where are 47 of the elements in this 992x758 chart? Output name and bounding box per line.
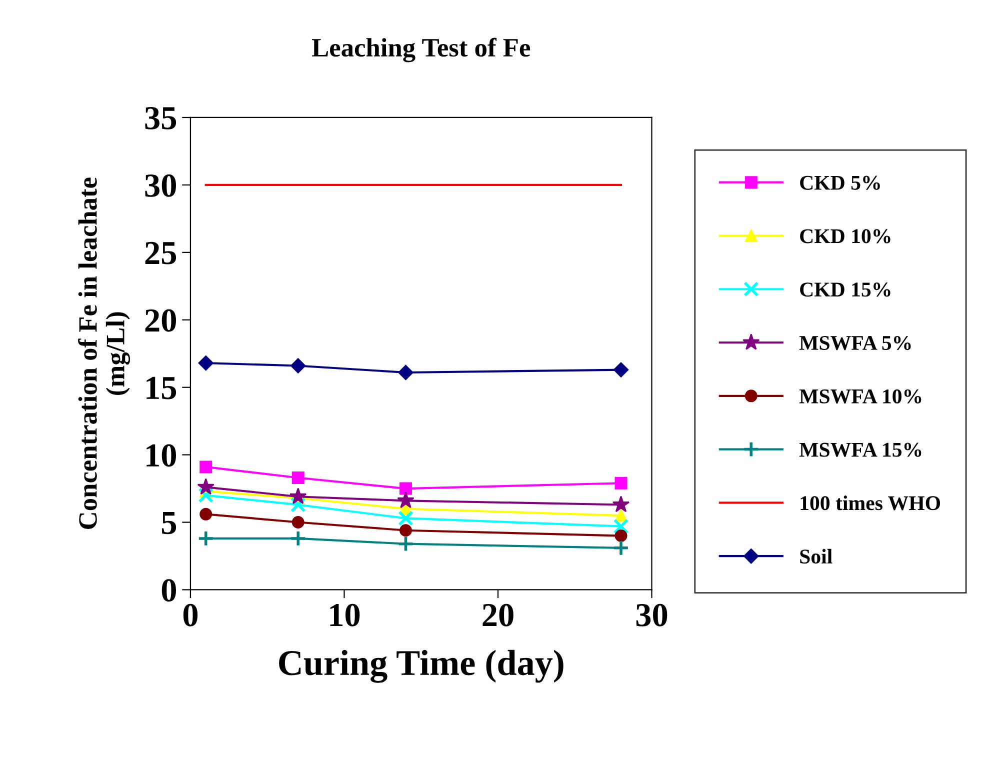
point (197, 478, 214, 495)
point (200, 460, 212, 474)
point (398, 510, 414, 526)
y-tick-label: 20 (145, 309, 176, 332)
x-tick-label: 10 (330, 604, 360, 626)
legend-label: Soil (800, 548, 832, 564)
point (613, 518, 629, 534)
point (398, 364, 414, 380)
point (290, 497, 306, 512)
y-tick-label: 10 (146, 444, 176, 467)
legend-label: CKD 5% (800, 176, 880, 190)
y-axis-title: Concentration of Fe in leachate (mg/Ll) (78, 178, 130, 529)
point (290, 530, 306, 547)
x-tick-label: 20 (482, 604, 514, 626)
legend-label: 100 times WHO (800, 496, 940, 510)
point (397, 536, 414, 552)
point (198, 530, 214, 547)
x-axis-title: Curing Time (day) (279, 650, 564, 683)
point (614, 476, 628, 490)
point (399, 524, 412, 537)
y-tick-label: 5 (162, 512, 176, 534)
point (200, 508, 212, 520)
point (614, 530, 628, 542)
point (613, 362, 629, 378)
point (292, 516, 304, 529)
y-tick-label: 30 (145, 174, 176, 197)
point (198, 488, 214, 503)
point (612, 496, 630, 512)
point (399, 482, 412, 495)
point (289, 488, 307, 504)
legend-label: MSWFA 15% (799, 442, 922, 457)
x-tick-label: 0 (183, 604, 198, 626)
point (397, 492, 414, 508)
x-tick-label: 30 (636, 604, 668, 626)
legend-label: MSWFA 10% (799, 389, 922, 404)
legend-label: MSWFA 5% (799, 336, 911, 350)
point (198, 355, 214, 371)
point (612, 540, 630, 556)
y-tick-label: 35 (145, 106, 176, 130)
point (292, 471, 304, 484)
legend-label: CKD 10% (800, 229, 890, 244)
legend-label: CKD 15% (800, 282, 890, 297)
chart-title: Leaching Test of Fe (312, 38, 530, 62)
y-tick-label: 0 (162, 579, 176, 602)
y-tick-label: 25 (145, 242, 176, 264)
y-tick-label: 15 (146, 376, 176, 400)
point (290, 358, 306, 374)
